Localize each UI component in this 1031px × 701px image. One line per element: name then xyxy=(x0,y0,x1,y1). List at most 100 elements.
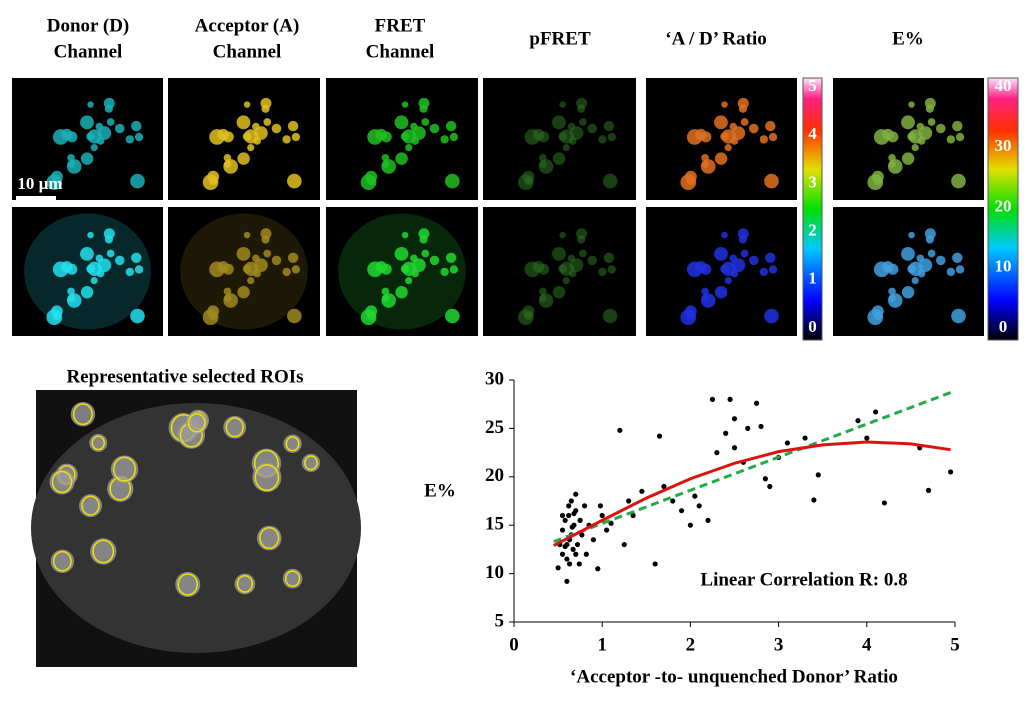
nucleolus xyxy=(740,249,749,258)
nucleolus xyxy=(223,159,238,174)
data-point xyxy=(687,522,694,528)
data-point xyxy=(571,510,577,517)
nucleolus xyxy=(421,118,430,126)
nucleolus xyxy=(104,235,114,244)
nucleolus xyxy=(714,115,728,130)
nucleolus xyxy=(90,277,98,285)
nucleolus xyxy=(700,293,716,308)
nucleolus xyxy=(603,252,615,263)
nucleolus xyxy=(52,176,62,186)
nucleolus xyxy=(524,176,533,186)
nucleolus xyxy=(401,101,409,108)
nucleolus xyxy=(445,120,457,132)
nucleolus xyxy=(538,293,554,308)
nucleolus xyxy=(927,118,936,126)
nucleolus xyxy=(50,549,75,573)
data-point xyxy=(566,512,572,519)
nucleolus xyxy=(90,538,117,565)
roi-title: Representative selected ROIs xyxy=(66,366,303,387)
data-point xyxy=(661,483,667,490)
nucleolus xyxy=(738,104,748,113)
data-point xyxy=(559,512,566,519)
nucleolus xyxy=(440,267,449,277)
nucleolus xyxy=(134,132,144,142)
nucleolus xyxy=(714,246,728,261)
nucleolus xyxy=(394,115,409,130)
nucleolus xyxy=(720,132,729,141)
nucleolus xyxy=(421,249,430,258)
nucleolus xyxy=(80,285,94,299)
nucleolus xyxy=(598,267,607,277)
nucleolus xyxy=(110,455,139,483)
nucleolus xyxy=(686,176,696,186)
nucleolus xyxy=(367,176,376,186)
data-point xyxy=(576,561,582,567)
roi-outline xyxy=(72,403,93,426)
data-point xyxy=(784,440,791,446)
nucleolus xyxy=(721,231,728,239)
nucleolus xyxy=(61,128,73,141)
nucleolus xyxy=(925,235,935,244)
nucleolus xyxy=(134,265,144,274)
nucleolus xyxy=(602,308,618,324)
roi-outline xyxy=(177,573,199,596)
nucleolus xyxy=(271,255,282,266)
nucleolus xyxy=(449,265,459,274)
data-point xyxy=(723,430,729,436)
nucleolus xyxy=(607,265,616,274)
nucleolus xyxy=(552,246,566,261)
data-point xyxy=(873,409,879,415)
colorbar xyxy=(987,77,1019,341)
nucleolus xyxy=(79,494,103,518)
data-point xyxy=(652,561,658,567)
data-point xyxy=(731,416,738,422)
nucleolus xyxy=(242,132,252,141)
nucleolus xyxy=(106,249,115,258)
nucleolus xyxy=(400,264,410,274)
data-point xyxy=(621,541,627,548)
nucleolus xyxy=(61,261,73,273)
nucleolus xyxy=(49,469,75,495)
nucleolus xyxy=(271,123,282,134)
data-point xyxy=(581,503,588,509)
nucleolus xyxy=(394,246,409,261)
nucleolus xyxy=(603,120,615,132)
nucleolus xyxy=(738,235,748,244)
data-point xyxy=(577,517,583,523)
colorbar-label: 30 xyxy=(995,136,1012,155)
nucleolus xyxy=(217,128,230,141)
nucleolus xyxy=(66,159,82,174)
nucleolus xyxy=(768,265,778,274)
roi-outline xyxy=(285,436,300,452)
panel-header: pFRET xyxy=(529,28,591,49)
roi-outline xyxy=(284,570,301,587)
colorbar xyxy=(802,77,823,341)
roi-outline xyxy=(304,455,318,471)
nucleolus xyxy=(765,120,776,132)
roi-outline xyxy=(92,539,115,564)
nucleolus xyxy=(577,235,586,244)
data-point xyxy=(802,435,808,441)
nucleolus xyxy=(90,144,98,152)
data-point xyxy=(696,503,702,509)
nucleolus xyxy=(714,152,728,165)
roi-outline xyxy=(225,417,244,438)
nucleolus xyxy=(237,152,250,165)
nucleolus xyxy=(375,261,388,273)
nucleolus xyxy=(764,173,779,189)
nucleolus xyxy=(287,173,302,189)
scale-bar-label: 10 µm xyxy=(17,174,62,193)
nucleolus xyxy=(552,152,566,165)
x-tick-label: 3 xyxy=(774,634,784,655)
nucleolus xyxy=(209,176,218,186)
data-point xyxy=(569,524,575,530)
nucleolus xyxy=(552,285,566,299)
x-tick-label: 5 xyxy=(950,634,960,655)
nucleolus xyxy=(607,132,616,142)
nucleolus xyxy=(242,264,252,274)
nucleolus xyxy=(209,311,218,321)
nucleolus xyxy=(87,101,94,108)
nucleolus xyxy=(291,132,301,142)
nucleolus xyxy=(952,120,963,132)
nucleolus xyxy=(282,267,291,277)
